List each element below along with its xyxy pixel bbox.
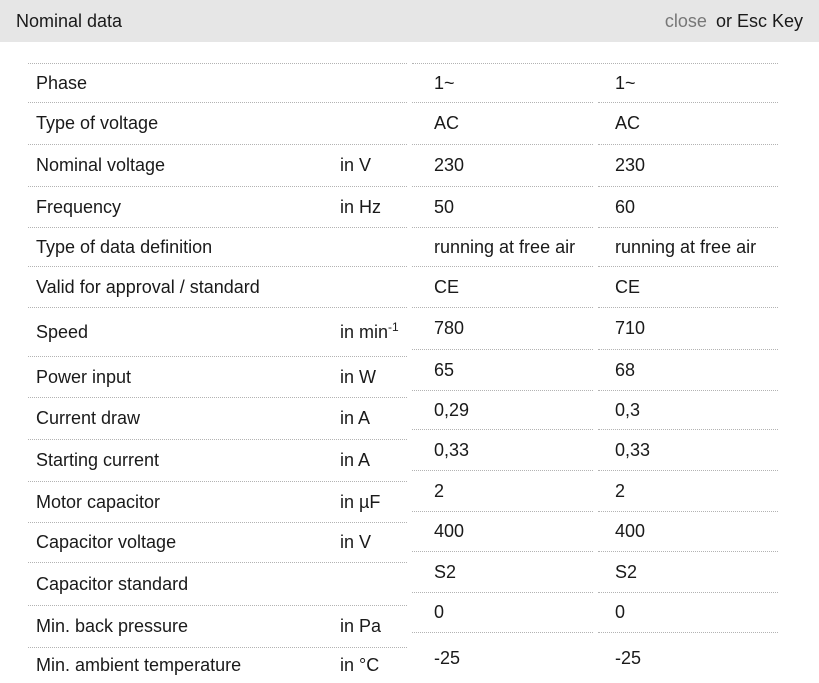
table-row-values: running at free air running at free air (412, 228, 778, 267)
row-label: Capacitor standard (36, 573, 189, 594)
row-label: Min. back pressure (36, 616, 189, 636)
table-row-values: 0,33 0,33 (412, 430, 778, 471)
row-label: Min. ambient temperature (36, 655, 242, 675)
row-value-col2: 60 (598, 187, 778, 228)
table-row: Capacitor standard (28, 563, 407, 606)
row-unit: in V (340, 532, 372, 552)
row-value-col2: 710 (598, 308, 778, 350)
row-value-col2: 230 (598, 145, 778, 187)
table-row-values: 230 230 (412, 145, 778, 187)
row-value-col2: 400 (598, 512, 778, 552)
table-row: Capacitor voltage in V (28, 523, 407, 563)
table-row: Frequency in Hz (28, 187, 407, 228)
dialog-title: Nominal data (16, 10, 123, 31)
row-unit-superscript: -1 (388, 319, 399, 334)
close-hint-text: or Esc Key (715, 10, 803, 31)
table-row: Current draw in A (28, 398, 407, 440)
row-label: Power input (36, 366, 132, 387)
table-row: Motor capacitor in µF (28, 482, 407, 523)
row-value-col1: S2 (412, 552, 593, 593)
table-row: Power input in W (28, 357, 407, 398)
row-label: Valid for approval / standard (36, 276, 260, 297)
row-label: Type of data definition (36, 236, 213, 257)
label-unit-column: Phase Type of voltage Nominal voltage in V F… (28, 63, 407, 683)
dialog-titlebar: Nominal data close or Esc Key (0, 0, 819, 42)
row-value-col1: 230 (412, 145, 593, 187)
row-unit: in V (340, 155, 372, 175)
table-row: Valid for approval / standard (28, 267, 407, 308)
row-label: Type of voltage (36, 113, 159, 133)
row-value-col1: 65 (412, 350, 593, 391)
row-unit: in Hz (340, 196, 382, 217)
close-button[interactable]: close (664, 10, 707, 31)
table-row: Min. ambient temperature in °C (28, 648, 407, 683)
table-row-values: CE CE (412, 267, 778, 308)
row-label: Motor capacitor (36, 491, 161, 512)
row-unit: in W (340, 366, 376, 387)
row-label: Current draw (36, 408, 141, 428)
row-value-col2: 2 (598, 471, 778, 512)
row-value-col2: 68 (598, 350, 778, 391)
row-value-col2: AC (598, 103, 778, 145)
row-label: Starting current (36, 450, 160, 470)
table-row-values: S2 S2 (412, 552, 778, 593)
row-value-col1: running at free air (412, 228, 593, 267)
row-value-col2: running at free air (598, 228, 778, 267)
table-row-values: 1~ 1~ (412, 64, 778, 103)
row-value-col1: 0 (412, 593, 593, 633)
table-row-values: 65 68 (412, 350, 778, 391)
table-row-values: 50 60 (412, 187, 778, 228)
row-label: Speed (36, 321, 89, 342)
table-row: Speed in min-1 (28, 308, 407, 357)
row-value-col2: CE (598, 267, 778, 308)
table-row-values: 0,29 0,3 (412, 391, 778, 430)
table-row-values: 400 400 (412, 512, 778, 552)
table-row: Phase (28, 64, 407, 103)
row-value-col1: 2 (412, 471, 593, 512)
nominal-data-table: Phase Type of voltage Nominal voltage in V F… (28, 63, 778, 683)
row-value-col1: AC (412, 103, 593, 145)
row-value-col1: 1~ (412, 64, 593, 103)
row-unit: in Pa (340, 616, 382, 636)
table-row-values: -25 -25 (412, 633, 778, 683)
table-row-values: 780 710 (412, 308, 778, 350)
row-unit: in A (340, 408, 371, 428)
row-unit: in A (340, 450, 371, 470)
row-value-col2: 0,3 (598, 391, 778, 430)
row-value-col2: S2 (598, 552, 778, 593)
row-value-col2: 0 (598, 593, 778, 633)
table-row-values: AC AC (412, 103, 778, 145)
row-unit: in min-1 (340, 319, 399, 342)
row-label: Phase (36, 72, 88, 93)
table-row: Min. back pressure in Pa (28, 606, 407, 648)
row-label: Capacitor voltage (36, 532, 177, 552)
row-value-col1: CE (412, 267, 593, 308)
row-value-col2: 1~ (598, 64, 778, 103)
table-row: Type of data definition (28, 228, 407, 267)
row-unit: in µF (340, 491, 381, 512)
row-value-col1: 0,29 (412, 391, 593, 430)
row-label: Frequency (36, 196, 122, 217)
row-value-col1: 400 (412, 512, 593, 552)
row-value-col1: 0,33 (412, 430, 593, 471)
row-label: Nominal voltage (36, 155, 166, 175)
row-value-col2: -25 (615, 647, 642, 668)
table-row: Starting current in A (28, 440, 407, 482)
close-controls: close or Esc Key (665, 11, 803, 32)
row-value-col1: -25 (434, 647, 461, 668)
table-row: Nominal voltage in V (28, 145, 407, 187)
table-row: Type of voltage (28, 103, 407, 145)
values-columns: 1~ 1~ AC AC 230 230 50 60 running at free air run… (412, 63, 778, 683)
row-unit: in °C (340, 655, 380, 675)
row-value-col1: 50 (412, 187, 593, 228)
row-value-col2: 0,33 (598, 430, 778, 471)
row-value-col1: 780 (412, 308, 593, 350)
